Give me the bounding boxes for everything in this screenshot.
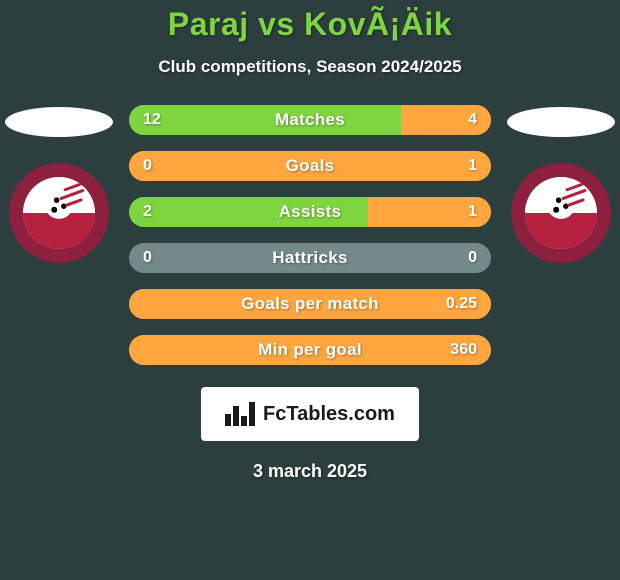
stat-label: Min per goal bbox=[129, 335, 491, 365]
stat-bar: Goals per match0.25 bbox=[129, 289, 491, 319]
stat-label: Matches bbox=[129, 105, 491, 135]
stats-column: Matches124Goals01Assists21Hattricks00Goa… bbox=[114, 105, 506, 482]
motion-lines-icon bbox=[59, 183, 89, 209]
page-subtitle: Club competitions, Season 2024/2025 bbox=[0, 57, 620, 77]
stat-bar: Min per goal360 bbox=[129, 335, 491, 365]
stat-label: Goals bbox=[129, 151, 491, 181]
content-row: Matches124Goals01Assists21Hattricks00Goa… bbox=[0, 105, 620, 482]
left-player-avatar bbox=[5, 107, 113, 137]
right-player-avatar bbox=[507, 107, 615, 137]
stat-label: Assists bbox=[129, 197, 491, 227]
stat-value-right: 4 bbox=[468, 105, 477, 135]
left-club-badge bbox=[9, 163, 109, 263]
stat-bar: Goals0 1 bbox=[129, 151, 491, 181]
bar-chart-icon bbox=[225, 402, 257, 426]
stat-value-right: 0.25 bbox=[446, 289, 477, 319]
stat-value-right: 360 bbox=[450, 335, 477, 365]
fctables-logo: FcTables.com bbox=[201, 387, 419, 441]
stat-value-left: 0 bbox=[143, 243, 152, 273]
stat-value-right: 0 bbox=[468, 243, 477, 273]
stat-value-right: 1 bbox=[468, 151, 477, 181]
stat-value-left: 12 bbox=[143, 105, 161, 135]
stat-bar: Hattricks0 0 bbox=[129, 243, 491, 273]
infographic-container: Paraj vs KovÃ¡Äik Club competitions, Sea… bbox=[0, 0, 620, 580]
stat-label: Goals per match bbox=[129, 289, 491, 319]
stat-bar: Assists2 1 bbox=[129, 197, 491, 227]
stat-bar: Matches12 4 bbox=[129, 105, 491, 135]
badge-inner bbox=[23, 177, 95, 249]
stat-label: Hattricks bbox=[129, 243, 491, 273]
right-player-column bbox=[506, 105, 616, 263]
fctables-logo-text: FcTables.com bbox=[263, 403, 395, 426]
stat-value-left: 2 bbox=[143, 197, 152, 227]
motion-lines-icon bbox=[561, 183, 591, 209]
right-club-badge bbox=[511, 163, 611, 263]
badge-inner bbox=[525, 177, 597, 249]
page-title: Paraj vs KovÃ¡Äik bbox=[0, 6, 620, 43]
date-label: 3 march 2025 bbox=[253, 461, 367, 482]
stat-value-left: 0 bbox=[143, 151, 152, 181]
stat-value-right: 1 bbox=[468, 197, 477, 227]
left-player-column bbox=[4, 105, 114, 263]
